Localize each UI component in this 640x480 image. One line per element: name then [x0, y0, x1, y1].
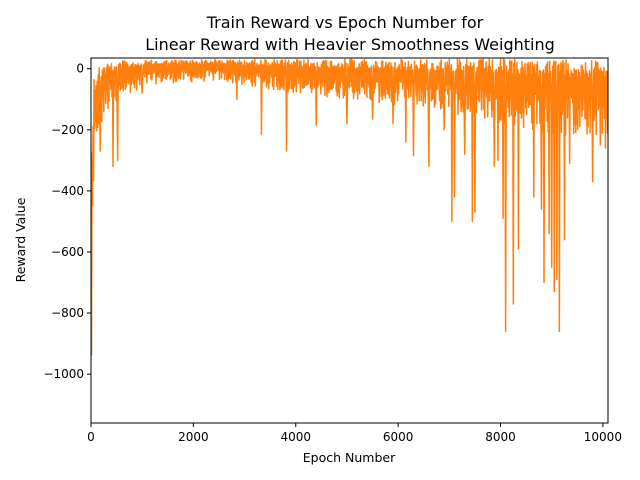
y-tick-label: 0	[76, 62, 84, 76]
plot-area	[91, 58, 608, 356]
x-tick-label: 8000	[485, 430, 516, 444]
y-axis: −1000 −800 −600 −400 −200 0	[43, 62, 91, 381]
y-tick-label: −400	[51, 184, 84, 198]
y-axis-label: Reward Value	[13, 197, 28, 282]
x-tick-label: 0	[87, 430, 95, 444]
chart-title-line-1: Train Reward vs Epoch Number for	[206, 13, 484, 32]
x-tick-label: 4000	[280, 430, 311, 444]
x-tick-label: 10000	[584, 430, 622, 444]
x-tick-label: 2000	[178, 430, 209, 444]
plot-frame	[90, 57, 609, 424]
x-axis-label: Epoch Number	[303, 450, 396, 465]
y-tick-label: −800	[51, 306, 84, 320]
x-axis: 0 2000 4000 6000 8000 10000	[87, 423, 622, 444]
x-tick-label: 6000	[383, 430, 414, 444]
y-tick-label: −1000	[43, 367, 84, 381]
y-tick-label: −200	[51, 123, 84, 137]
chart-title-line-2: Linear Reward with Heavier Smoothness We…	[145, 35, 555, 54]
series-line-0	[91, 58, 608, 356]
y-tick-label: −600	[51, 245, 84, 259]
